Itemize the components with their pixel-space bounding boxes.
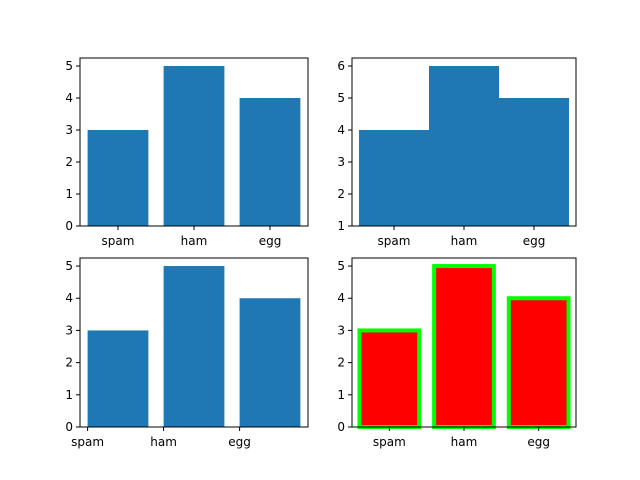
y-tick-label: 2: [337, 187, 345, 201]
chart-panel-4: 0 1 2 3 4 5 spam ham egg: [337, 257, 577, 449]
bar-ham: [432, 264, 496, 429]
x-tick-label-egg: egg: [259, 234, 282, 248]
y-tick-label: 0: [65, 420, 73, 434]
x-tick-label-spam: spam: [102, 234, 135, 248]
bar-ham: [429, 66, 499, 226]
y-tick-label: 4: [337, 291, 345, 305]
x-tick-label-spam: spam: [378, 234, 411, 248]
x-tick-label-ham: ham: [451, 435, 478, 449]
y-tick-label: 2: [337, 356, 345, 370]
y-tick-label: 1: [337, 388, 345, 402]
bar-spam: [359, 130, 429, 226]
bar-spam: [357, 328, 422, 429]
y-tick-label: 0: [65, 219, 73, 233]
bar-egg: [239, 98, 301, 226]
chart-panel-1: 0 1 2 3 4 5 spam ham egg: [65, 57, 309, 248]
y-tick-label: 1: [65, 187, 73, 201]
x-tick-label-ham: ham: [451, 234, 478, 248]
y-tick-label: 0: [337, 420, 345, 434]
y-tick-label: 5: [65, 59, 73, 73]
x-tick-label-egg: egg: [523, 234, 546, 248]
y-tick-label: 1: [337, 219, 345, 233]
y-tick-label: 5: [337, 91, 345, 105]
bar-egg: [506, 296, 571, 429]
y-tick-label: 5: [65, 259, 73, 273]
axes-frame: [79, 257, 309, 428]
y-tick-label: 3: [337, 323, 345, 337]
y-tick-label: 5: [337, 259, 345, 273]
x-tick-label-ham: ham: [181, 234, 208, 248]
bar-egg: [239, 298, 301, 427]
y-tick-label: 3: [337, 155, 345, 169]
bar-ham: [163, 66, 225, 226]
chart-panel-2: 1 2 3 4 5 6 spam ham egg: [337, 57, 577, 248]
y-tick-label: 1: [65, 388, 73, 402]
bar-spam: [87, 330, 149, 427]
x-tick-label-spam: spam: [71, 435, 104, 449]
y-tick-label: 2: [65, 155, 73, 169]
x-tick-label-egg: egg: [228, 435, 251, 449]
x-tick-label-spam: spam: [373, 435, 406, 449]
bar-ham: [163, 266, 225, 427]
bar-spam: [87, 130, 149, 226]
chart-panel-3: 0 1 2 3 4 5 spam ham egg: [65, 257, 309, 449]
y-tick-label: 4: [65, 91, 73, 105]
y-tick-label: 4: [65, 291, 73, 305]
y-tick-label: 2: [65, 356, 73, 370]
x-tick-label-egg: egg: [527, 435, 550, 449]
x-tick-label-ham: ham: [150, 435, 177, 449]
y-tick-label: 4: [337, 123, 345, 137]
y-tick-label: 3: [65, 323, 73, 337]
bar-egg: [499, 98, 569, 226]
y-tick-label: 6: [337, 59, 345, 73]
y-tick-label: 3: [65, 123, 73, 137]
